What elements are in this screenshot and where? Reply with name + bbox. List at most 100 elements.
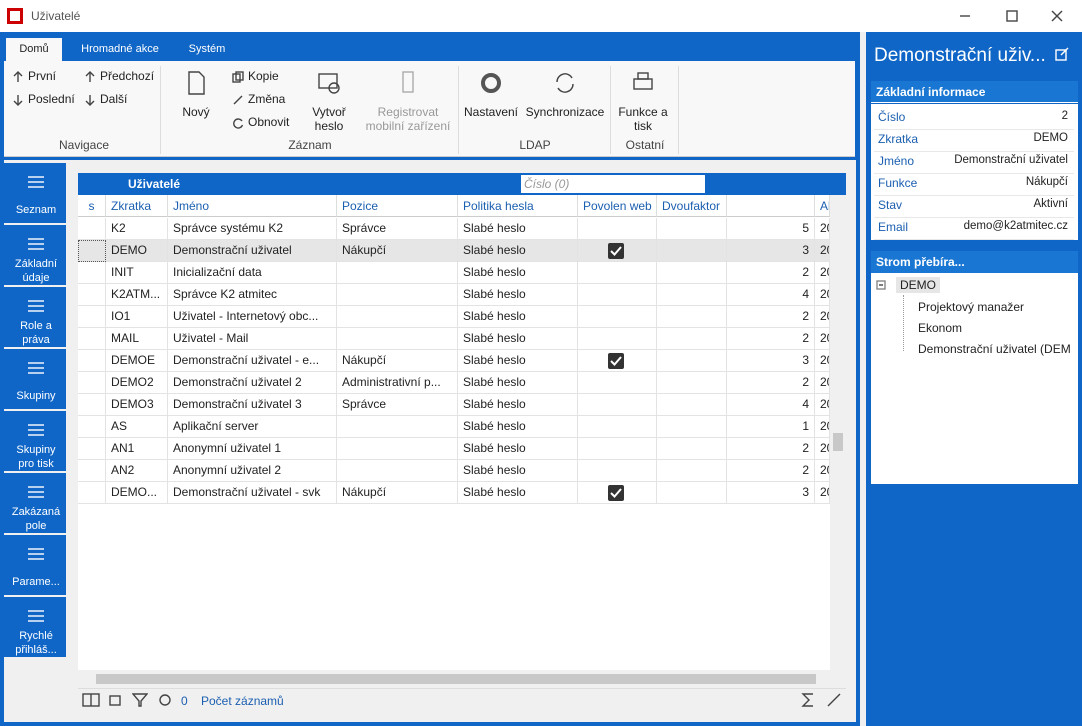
- sidebar-label: Parame...: [12, 576, 60, 588]
- column-header[interactable]: Zkratka: [106, 195, 168, 217]
- column-header[interactable]: Politika hesla: [458, 195, 578, 217]
- tree-node[interactable]: Demonstrační uživatel (DEM: [918, 342, 1071, 356]
- grid-cell: [657, 482, 727, 504]
- ribbon-button[interactable]: Další: [100, 92, 128, 106]
- column-header[interactable]: Jméno: [168, 195, 337, 217]
- ribbon-button[interactable]: Nastavení: [463, 105, 519, 119]
- ribbon-tab[interactable]: Domů: [6, 38, 62, 61]
- grid-cell: 2: [727, 438, 815, 460]
- icon: [26, 235, 46, 253]
- grid-cell: [78, 394, 106, 416]
- ribbon-button[interactable]: Funkce a tisk: [618, 105, 668, 133]
- field-value: 2: [1061, 110, 1068, 122]
- sidebar-label: Základní údaje: [14, 258, 58, 284]
- icon: [553, 70, 577, 96]
- icon: [958, 9, 972, 23]
- grid-cell: [337, 328, 458, 350]
- grid-row[interactable]: DEMO3 Demonstrační uživatel 3 Správce Slabé…: [78, 394, 830, 416]
- grid-row[interactable]: IO1 Uživatel - Internetový obc... Slabé he…: [78, 306, 830, 328]
- grid-row[interactable]: DEMOE Demonstrační uživatel - e... Nákupčí…: [78, 350, 830, 372]
- grid-row[interactable]: DEMO... Demonstrační uživatel - svk Nákupč…: [78, 482, 830, 504]
- grid-cell: Slabé heslo: [458, 328, 578, 350]
- column-header[interactable]: Dvoufaktor: [657, 195, 727, 217]
- grid-cell: 2: [727, 328, 815, 350]
- column-header[interactable]: Pozice: [337, 195, 458, 217]
- ribbon-button[interactable]: Poslední: [28, 92, 75, 106]
- record-count[interactable]: Počet záznamů: [201, 694, 284, 708]
- grid-cell: 2: [727, 460, 815, 482]
- tree-body: [871, 273, 1078, 484]
- ribbon-button[interactable]: Kopie: [248, 69, 279, 83]
- tree-node[interactable]: Ekonom: [918, 321, 963, 335]
- grid-row[interactable]: DEMO2 Demonstrační uživatel 2 Administrati…: [78, 372, 830, 394]
- group-separator: [678, 66, 679, 154]
- grid-cell: 2: [727, 262, 815, 284]
- grid-cell: [578, 306, 657, 328]
- group-separator: [458, 66, 459, 154]
- grid-cell: 20: [815, 306, 830, 328]
- grid-cell: Nákupčí: [337, 350, 458, 372]
- ribbon-tab[interactable]: Systém: [188, 43, 226, 55]
- ribbon-button[interactable]: Předchozí: [100, 69, 155, 83]
- grid-row[interactable]: K2ATM...Správce K2 atmitec Slabé heslo 420: [78, 284, 830, 306]
- ribbon-tab[interactable]: Hromadné akce: [81, 43, 159, 55]
- grid-cell: DEMO: [106, 240, 168, 262]
- ribbon-button[interactable]: Vytvoř heslo: [312, 105, 346, 133]
- section-title[interactable]: Základní informace: [876, 85, 986, 99]
- grid-cell: [337, 460, 458, 482]
- sidebar-item[interactable]: Základní údaje: [4, 225, 66, 285]
- ribbon-button[interactable]: Registrovat mobilní zařízení: [365, 105, 451, 133]
- icon: [6, 7, 24, 25]
- checkbox[interactable]: [608, 485, 624, 501]
- icon: [232, 94, 244, 106]
- ribbon-button[interactable]: Nový: [182, 105, 210, 119]
- grid-cell: 20: [815, 328, 830, 350]
- grid-cell: [657, 394, 727, 416]
- tree-root[interactable]: DEMO: [896, 277, 940, 293]
- tree-node[interactable]: Projektový manažer: [918, 300, 1025, 314]
- sidebar-item[interactable]: Skupiny pro tisk: [4, 411, 66, 471]
- sidebar-item[interactable]: Role a práva: [4, 287, 66, 347]
- grid-cell: AN2: [106, 460, 168, 482]
- column-header[interactable]: s: [78, 195, 106, 217]
- column-header[interactable]: Povolen web: [578, 195, 657, 217]
- grid-row[interactable]: DEMO Demonstrační uživatel Nákupčí Slabé he…: [78, 240, 830, 262]
- sidebar-item[interactable]: Rychlé přihláš...: [4, 597, 66, 657]
- grid-cell: Slabé heslo: [458, 482, 578, 504]
- grid-cell: Správce: [337, 394, 458, 416]
- sidebar-label: Rychlé přihláš...: [15, 630, 57, 656]
- ribbon-button[interactable]: Obnovit: [248, 115, 290, 129]
- sidebar-item[interactable]: Parame...: [4, 535, 66, 595]
- grid-cell: [78, 262, 106, 284]
- checkbox[interactable]: [608, 243, 624, 259]
- sidebar-item[interactable]: Skupiny: [4, 349, 66, 409]
- grid-cell: [78, 416, 106, 438]
- group-separator: [160, 66, 161, 154]
- ribbon-button[interactable]: První: [28, 69, 57, 83]
- detail-title: Demonstrační uživ...: [874, 45, 1046, 66]
- ribbon-button[interactable]: Změna: [248, 92, 286, 106]
- tree-line: [903, 295, 904, 351]
- sidebar-item[interactable]: Seznam: [4, 163, 66, 223]
- grid-cell: [657, 350, 727, 372]
- grid-cell: [78, 218, 106, 240]
- sidebar-item[interactable]: Zakázaná pole: [4, 473, 66, 533]
- search-box[interactable]: Číslo (0): [521, 175, 705, 193]
- section-title[interactable]: Strom přebíra...: [876, 255, 965, 269]
- grid-row[interactable]: K2 Správce systému K2 Správce Slabé heslo 5 2…: [78, 218, 830, 240]
- grid-cell: 20: [815, 482, 830, 504]
- checkbox[interactable]: [608, 353, 624, 369]
- grid-cell: Slabé heslo: [458, 262, 578, 284]
- grid-cell: Slabé heslo: [458, 240, 578, 262]
- grid-cell: 20: [815, 218, 830, 240]
- grid-cell: [78, 328, 106, 350]
- ribbon-button[interactable]: Synchronizace: [525, 105, 605, 119]
- grid-cell: [78, 372, 106, 394]
- column-header[interactable]: Al: [815, 195, 830, 217]
- field-value: Aktivní: [1033, 198, 1068, 210]
